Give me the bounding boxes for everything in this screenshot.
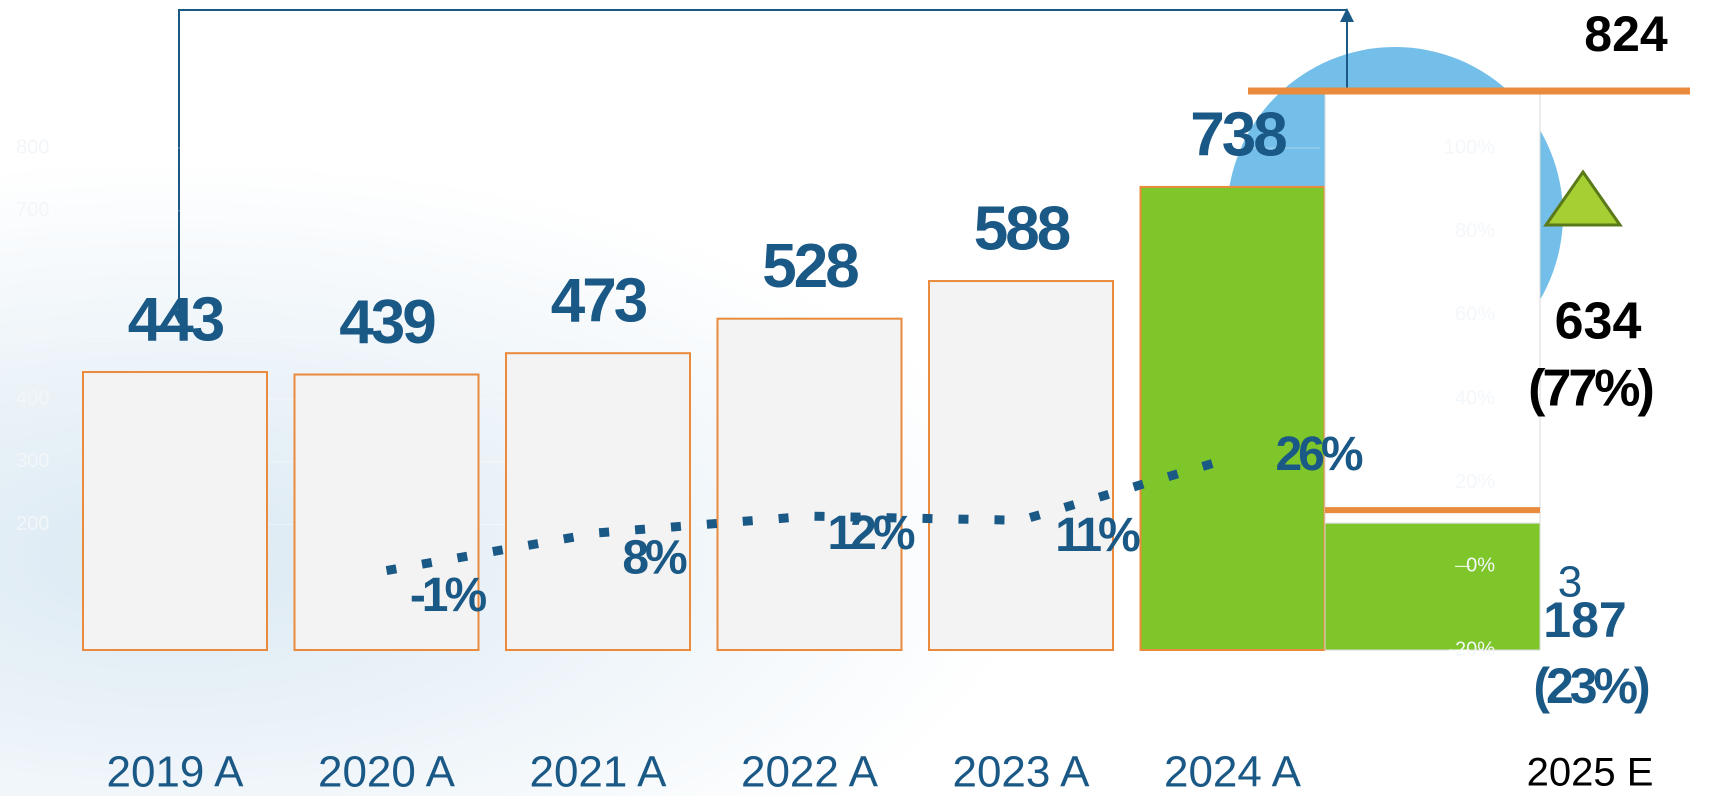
y2-tick-label: 0% — [1466, 555, 1495, 577]
bracket — [178, 9, 1347, 322]
segment-label: 187 — [1543, 592, 1626, 648]
growth-label: 12% — [827, 507, 914, 560]
growth-label: 26% — [1275, 428, 1362, 481]
bar — [505, 352, 691, 651]
up-triangle — [1543, 169, 1623, 227]
x-tick-label: 2022 A — [741, 748, 879, 796]
y2-tick-label: -20% — [1448, 638, 1495, 660]
bar — [82, 371, 268, 651]
growth-label: 11% — [1055, 509, 1140, 562]
x-tick-label: 2019 A — [106, 748, 244, 796]
x-tick-label: 2025 E — [1527, 751, 1654, 795]
x-tick-label: 2021 A — [529, 748, 667, 796]
total-label: 824 — [1584, 6, 1668, 62]
arrow-head — [172, 310, 186, 324]
arrow-head — [1340, 8, 1354, 22]
y2-tick-label: 60% — [1455, 304, 1495, 326]
value-label: 588 — [974, 194, 1070, 263]
y2-tick-label: 40% — [1455, 387, 1495, 409]
y2-tick-label: 20% — [1455, 471, 1495, 493]
bar — [928, 280, 1114, 651]
annotation: 3 — [1558, 558, 1582, 607]
value-label: 528 — [762, 232, 858, 301]
segment-share: (23%) — [1533, 658, 1649, 714]
forecast-segment — [1324, 92, 1541, 524]
forecast-segment — [1324, 522, 1541, 651]
y-tick-label: 300 — [16, 450, 49, 472]
bar — [716, 317, 903, 651]
growth-label: 8% — [622, 532, 687, 585]
y2-tick-label: 80% — [1455, 220, 1495, 242]
value-label: 439 — [339, 288, 435, 357]
segment-share: (77%) — [1528, 360, 1652, 418]
value-label: 473 — [551, 267, 647, 336]
growth-label: -1% — [410, 569, 487, 622]
bar — [1139, 185, 1326, 651]
x-tick-label: 2023 A — [952, 748, 1090, 796]
plot: 200 300 400 500 700 800 443 2019 A 439 2020 A 473 2… — [16, 6, 1690, 796]
x-tick-label: 2020 A — [318, 748, 456, 796]
y-tick-label: 400 — [16, 387, 49, 409]
y-tick-label: 800 — [16, 136, 49, 158]
value-label: 443 — [128, 285, 224, 354]
bar — [293, 373, 480, 651]
value-label: 738 — [1190, 100, 1286, 169]
y-tick-label: 500 — [16, 325, 49, 347]
y2-tick-label: 100% — [1444, 136, 1495, 158]
y-tick-label: 700 — [16, 199, 49, 221]
segment-label: 634 — [1555, 293, 1642, 351]
y-tick-label: 200 — [16, 513, 49, 535]
x-tick-label: 2024 A — [1164, 748, 1302, 796]
